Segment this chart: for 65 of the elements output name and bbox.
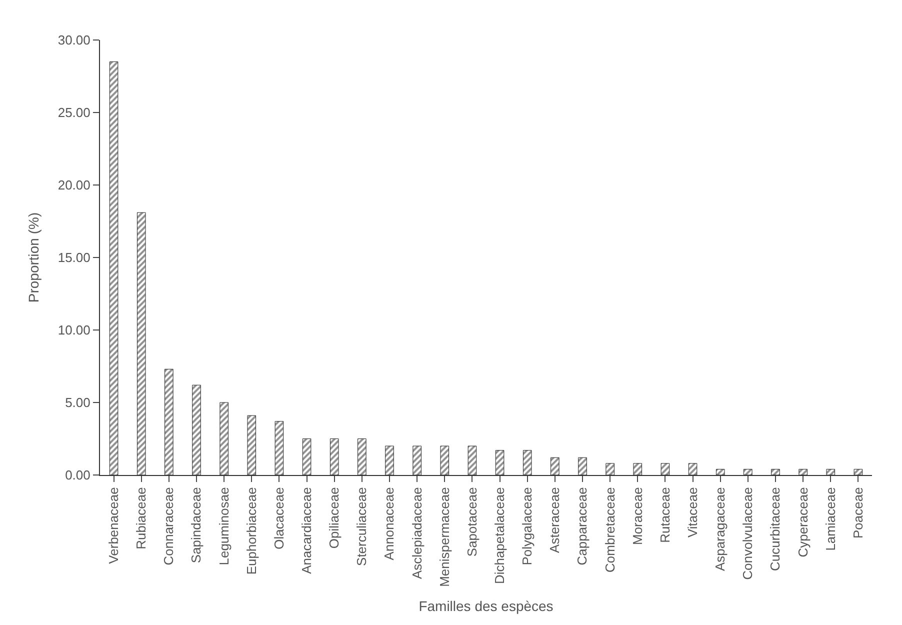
bar [136, 212, 146, 475]
bar [412, 446, 422, 475]
x-tick-label: Leguminosae [216, 487, 232, 566]
bar [854, 468, 863, 475]
y-tick-label: 10.00 [58, 322, 90, 338]
bar [302, 438, 312, 475]
x-tick-label: Sapindaceae [188, 487, 204, 564]
x-tick-label: Annonaceae [382, 487, 397, 560]
bar [550, 457, 560, 475]
x-tick-label: Menispermaceae [436, 487, 452, 587]
x-tick-label: Asteraceae [547, 487, 562, 553]
y-tick-label: 30.00 [58, 32, 90, 48]
bar [330, 438, 339, 475]
x-tick-label: Dichapetalaceae [492, 487, 508, 584]
bar [274, 421, 284, 475]
y-tick-label: 0.00 [65, 468, 90, 483]
x-tick-label: Sterculiaceae [354, 487, 370, 566]
x-tick-label: Anacardiaceae [299, 487, 314, 574]
bar [109, 62, 118, 475]
x-tick-label: Moraceae [630, 487, 645, 546]
x-tick-label: Combretaceae [602, 487, 618, 572]
bar [192, 384, 201, 475]
bar [495, 450, 504, 475]
bar [716, 468, 725, 475]
x-tick-label: Rubiaceae [134, 487, 149, 550]
x-tick-label: Cyperaceae [795, 487, 810, 558]
x-axis-title: Familles des espèces [418, 598, 554, 614]
x-tick-label: Polygalaceae [520, 487, 535, 566]
y-tick-label: 25.00 [58, 105, 90, 120]
bar [385, 446, 394, 475]
bar [522, 450, 532, 475]
bar [826, 468, 836, 475]
x-tick-label: Convolvulaceae [740, 487, 756, 580]
bar [440, 446, 450, 475]
x-tick-label: Olacaceae [271, 487, 286, 550]
x-tick-label: Verbenaceae [106, 487, 122, 564]
x-tick-label: Cucurbitaceae [768, 487, 783, 572]
bar [220, 402, 228, 475]
bar [688, 463, 698, 475]
bar [606, 463, 614, 475]
x-tick-label: Capparaceae [574, 487, 590, 566]
bar [633, 463, 642, 475]
x-tick-label: Opiliaceae [326, 487, 342, 549]
y-axis-title: Proportion (%) [25, 212, 42, 303]
bar [798, 468, 808, 475]
x-tick-label: Poaceae [850, 487, 866, 539]
bar [578, 457, 587, 475]
x-tick-label: Asparagaceae [712, 487, 728, 572]
y-tick-label: 15.00 [58, 250, 90, 266]
bar [164, 368, 174, 475]
y-tick-label: 20.00 [58, 178, 90, 193]
bar [660, 463, 670, 475]
x-tick-label: Asclepiadaceae [409, 487, 424, 579]
bar [468, 446, 477, 475]
x-tick-label: Vitaceae [685, 487, 700, 538]
bar [771, 468, 780, 475]
bar [247, 415, 256, 475]
x-tick-label: Connaraceae [161, 487, 176, 566]
bar [744, 468, 752, 475]
x-tick-label: Rutaceae [657, 487, 672, 543]
x-tick-label: Sapotaceae [464, 487, 480, 557]
bar [358, 438, 366, 475]
x-tick-label: Euphorbiaceae [244, 487, 259, 575]
y-tick-label: 5.00 [65, 395, 90, 410]
x-tick-label: Lamiaceae [822, 487, 838, 551]
